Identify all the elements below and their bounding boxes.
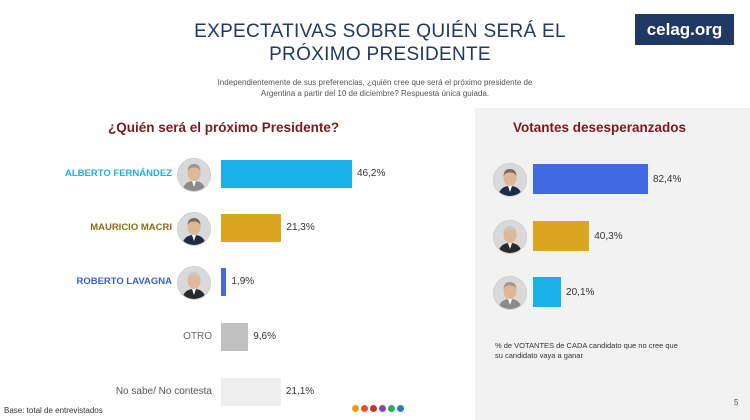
right-chart-title: Votantes desesperanzados <box>513 120 687 135</box>
value-label: 20,1% <box>566 287 595 298</box>
right-panel-background <box>475 108 750 420</box>
logo-text: celag.org <box>646 19 723 39</box>
bar <box>533 164 648 194</box>
value-label: 46,2% <box>357 168 386 179</box>
celag-logo: celag.org <box>635 14 734 45</box>
color-dot <box>361 405 368 412</box>
subtitle-line-1: Independientemente de sus preferencias, … <box>217 78 533 87</box>
bar-label: ALBERTO FERNÁNDEZ <box>65 168 172 179</box>
bar <box>221 160 352 188</box>
title-line-1: EXPECTATIVAS SOBRE QUIÉN SERÁ EL <box>194 21 566 42</box>
bar-label: ROBERTO LAVAGNA <box>76 276 172 287</box>
note-line-2: su candidato vaya a ganar <box>495 351 583 360</box>
candidate-photo <box>177 266 211 300</box>
candidate-photo <box>493 220 527 254</box>
color-dot <box>379 405 386 412</box>
color-dots <box>352 405 404 412</box>
candidate-photo <box>177 158 211 192</box>
page-title: EXPECTATIVAS SOBRE QUIÉN SERÁ EL PRÓXIMO… <box>150 20 610 66</box>
value-label: 9,6% <box>253 331 277 342</box>
bar <box>533 277 562 307</box>
bar <box>221 214 282 242</box>
bar <box>221 268 227 296</box>
candidate-photo <box>177 212 211 246</box>
color-dot <box>370 405 377 412</box>
candidate-photo <box>493 163 527 197</box>
bar <box>533 221 590 251</box>
value-label: 1,9% <box>231 276 255 287</box>
bar-label: MAURICIO MACRI <box>90 222 172 233</box>
bar <box>221 323 249 351</box>
right-chart-note: % de VOTANTES de CADA candidato que no c… <box>495 341 715 361</box>
value-label: 21,1% <box>285 386 315 397</box>
value-label: 82,4% <box>653 174 682 185</box>
value-label: 21,3% <box>286 222 315 233</box>
bar <box>221 378 281 406</box>
bar-label: OTRO <box>183 331 212 342</box>
base-note: Base: total de entrevistados <box>4 406 103 415</box>
note-line-1: % de VOTANTES de CADA candidato que no c… <box>495 341 678 350</box>
subtitle-line-2: Argentina a partir del 10 de diciembre? … <box>260 89 490 98</box>
color-dot <box>352 405 359 412</box>
candidate-photo <box>493 276 527 310</box>
bar-label: No sabe/ No contesta <box>115 386 212 397</box>
color-dot <box>388 405 395 412</box>
title-line-2: PRÓXIMO PRESIDENTE <box>269 44 491 65</box>
page-number: 5 <box>734 398 739 407</box>
value-label: 40,3% <box>594 231 623 242</box>
subtitle: Independientemente de sus preferencias, … <box>190 77 560 99</box>
left-chart-title: ¿Quién será el próximo Presidente? <box>108 120 340 135</box>
color-dot <box>397 405 404 412</box>
